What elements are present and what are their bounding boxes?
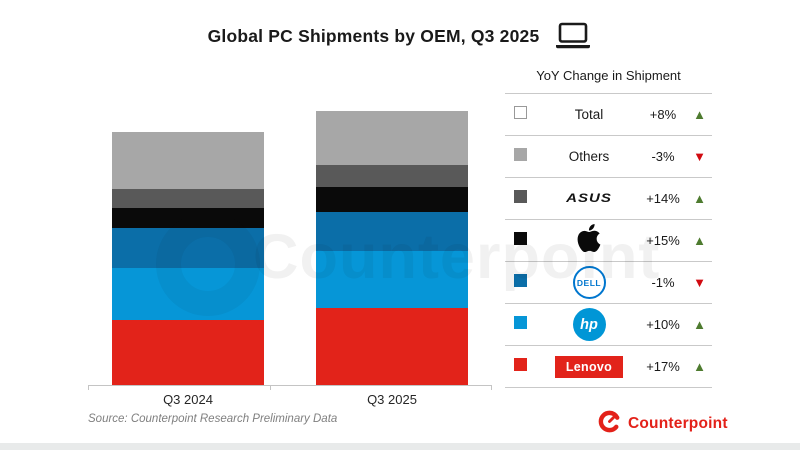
- legend-header: YoY Change in Shipment: [536, 67, 681, 83]
- legend-label-others: Others: [568, 149, 610, 164]
- legend-swatch-total: [514, 105, 527, 119]
- apple-logo: [575, 223, 603, 258]
- counterpoint-mark-icon: [598, 410, 621, 438]
- yoy-change-lenovo: +17%: [646, 359, 680, 374]
- x-axis-label-q3-2024: Q3 2024: [163, 392, 213, 407]
- title-row: Global PC Shipments by OEM, Q3 2025: [0, 22, 800, 50]
- yoy-change-dell: -1%: [651, 275, 675, 290]
- yoy-change-others: -3%: [651, 149, 675, 164]
- x-axis-tick: [88, 385, 89, 390]
- legend-row-asus: ASUS +14% ▲: [505, 177, 712, 219]
- up-triangle-icon: ▲: [693, 317, 706, 332]
- x-axis-label-q3-2025: Q3 2025: [367, 392, 417, 407]
- bar-segment-others: [112, 132, 264, 189]
- legend-row-others: Others -3% ▼: [505, 135, 712, 177]
- legend-row-lenovo: Lenovo +17% ▲: [505, 345, 712, 388]
- legend-row-dell: DELL -1% ▼: [505, 261, 712, 303]
- yoy-change-total: +8%: [649, 107, 677, 122]
- legend-swatch-asus: [514, 189, 527, 203]
- legend-rows: Total +8% ▲ Others -3% ▼ ASUS +14% ▲ +15% ▲ DELL -1%…: [505, 93, 712, 388]
- legend-row-hp: hp +10% ▲: [505, 303, 712, 345]
- bar-q3-2024: [112, 132, 264, 385]
- legend-panel: YoY Change in Shipment Total +8% ▲ Others -3…: [505, 57, 712, 388]
- legend-label-total: Total: [574, 107, 604, 122]
- bar-segment-lenovo: [316, 308, 468, 385]
- bar-segment-hp: [316, 251, 468, 308]
- up-triangle-icon: ▲: [693, 191, 706, 206]
- yoy-change-apple: +15%: [646, 233, 680, 248]
- asus-logo: ASUS: [566, 191, 612, 206]
- page-title: Global PC Shipments by OEM, Q3 2025: [207, 25, 540, 46]
- legend-swatch-hp: [514, 315, 527, 329]
- up-triangle-icon: ▲: [693, 359, 706, 374]
- bar-q3-2025: [316, 111, 468, 385]
- up-triangle-icon: ▲: [693, 233, 706, 248]
- brand-footer: Counterpoint: [598, 410, 728, 438]
- legend-row-apple: +15% ▲: [505, 219, 712, 261]
- bar-segment-apple: [316, 187, 468, 212]
- bottom-strip: [0, 443, 800, 450]
- source-note: Source: Counterpoint Research Preliminar…: [88, 413, 338, 425]
- yoy-change-asus: +14%: [646, 191, 680, 206]
- legend-swatch-others: [514, 147, 527, 161]
- bar-segment-hp: [112, 268, 264, 320]
- legend-row-total: Total +8% ▲: [505, 93, 712, 135]
- legend-swatch-lenovo: [514, 357, 527, 371]
- laptop-icon: [554, 22, 592, 50]
- x-axis-tick: [270, 385, 271, 390]
- brand-name: Counterpoint: [628, 415, 728, 432]
- up-triangle-icon: ▲: [693, 107, 706, 122]
- legend-swatch-apple: [514, 231, 527, 245]
- lenovo-logo: Lenovo: [554, 355, 624, 378]
- bar-segment-asus: [112, 189, 264, 208]
- bar-segment-dell: [316, 212, 468, 251]
- legend-swatch-dell: [514, 273, 527, 287]
- down-triangle-icon: ▼: [693, 275, 706, 290]
- dell-logo: DELL: [572, 266, 606, 299]
- down-triangle-icon: ▼: [693, 149, 706, 164]
- bar-segment-apple: [112, 208, 264, 228]
- bar-segment-dell: [112, 228, 264, 268]
- yoy-change-hp: +10%: [646, 317, 680, 332]
- bar-segment-lenovo: [112, 320, 264, 385]
- hp-logo: hp: [572, 308, 606, 341]
- x-axis-tick: [491, 385, 492, 390]
- bar-segment-asus: [316, 165, 468, 187]
- bar-segment-others: [316, 111, 468, 165]
- x-axis-line: [88, 385, 492, 386]
